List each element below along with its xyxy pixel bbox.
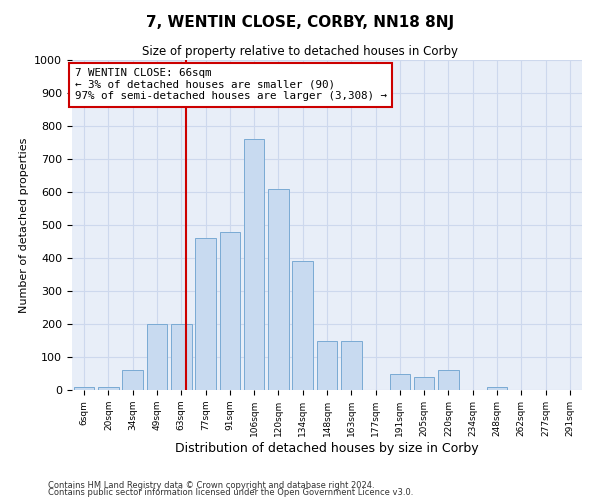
- Bar: [171, 324, 191, 390]
- Text: Size of property relative to detached houses in Corby: Size of property relative to detached ho…: [142, 45, 458, 58]
- Bar: [98, 386, 119, 390]
- Bar: [268, 188, 289, 390]
- Bar: [341, 340, 362, 390]
- Bar: [220, 232, 240, 390]
- Bar: [414, 377, 434, 390]
- Bar: [74, 386, 94, 390]
- Text: Contains public sector information licensed under the Open Government Licence v3: Contains public sector information licen…: [48, 488, 413, 497]
- Bar: [292, 262, 313, 390]
- Text: Contains HM Land Registry data © Crown copyright and database right 2024.: Contains HM Land Registry data © Crown c…: [48, 480, 374, 490]
- Bar: [244, 139, 265, 390]
- Bar: [122, 370, 143, 390]
- Text: 7 WENTIN CLOSE: 66sqm
← 3% of detached houses are smaller (90)
97% of semi-detac: 7 WENTIN CLOSE: 66sqm ← 3% of detached h…: [74, 68, 386, 102]
- Bar: [389, 374, 410, 390]
- Bar: [438, 370, 459, 390]
- Text: 7, WENTIN CLOSE, CORBY, NN18 8NJ: 7, WENTIN CLOSE, CORBY, NN18 8NJ: [146, 15, 454, 30]
- X-axis label: Distribution of detached houses by size in Corby: Distribution of detached houses by size …: [175, 442, 479, 454]
- Y-axis label: Number of detached properties: Number of detached properties: [19, 138, 29, 312]
- Bar: [487, 386, 508, 390]
- Bar: [146, 324, 167, 390]
- Bar: [317, 340, 337, 390]
- Bar: [195, 238, 216, 390]
